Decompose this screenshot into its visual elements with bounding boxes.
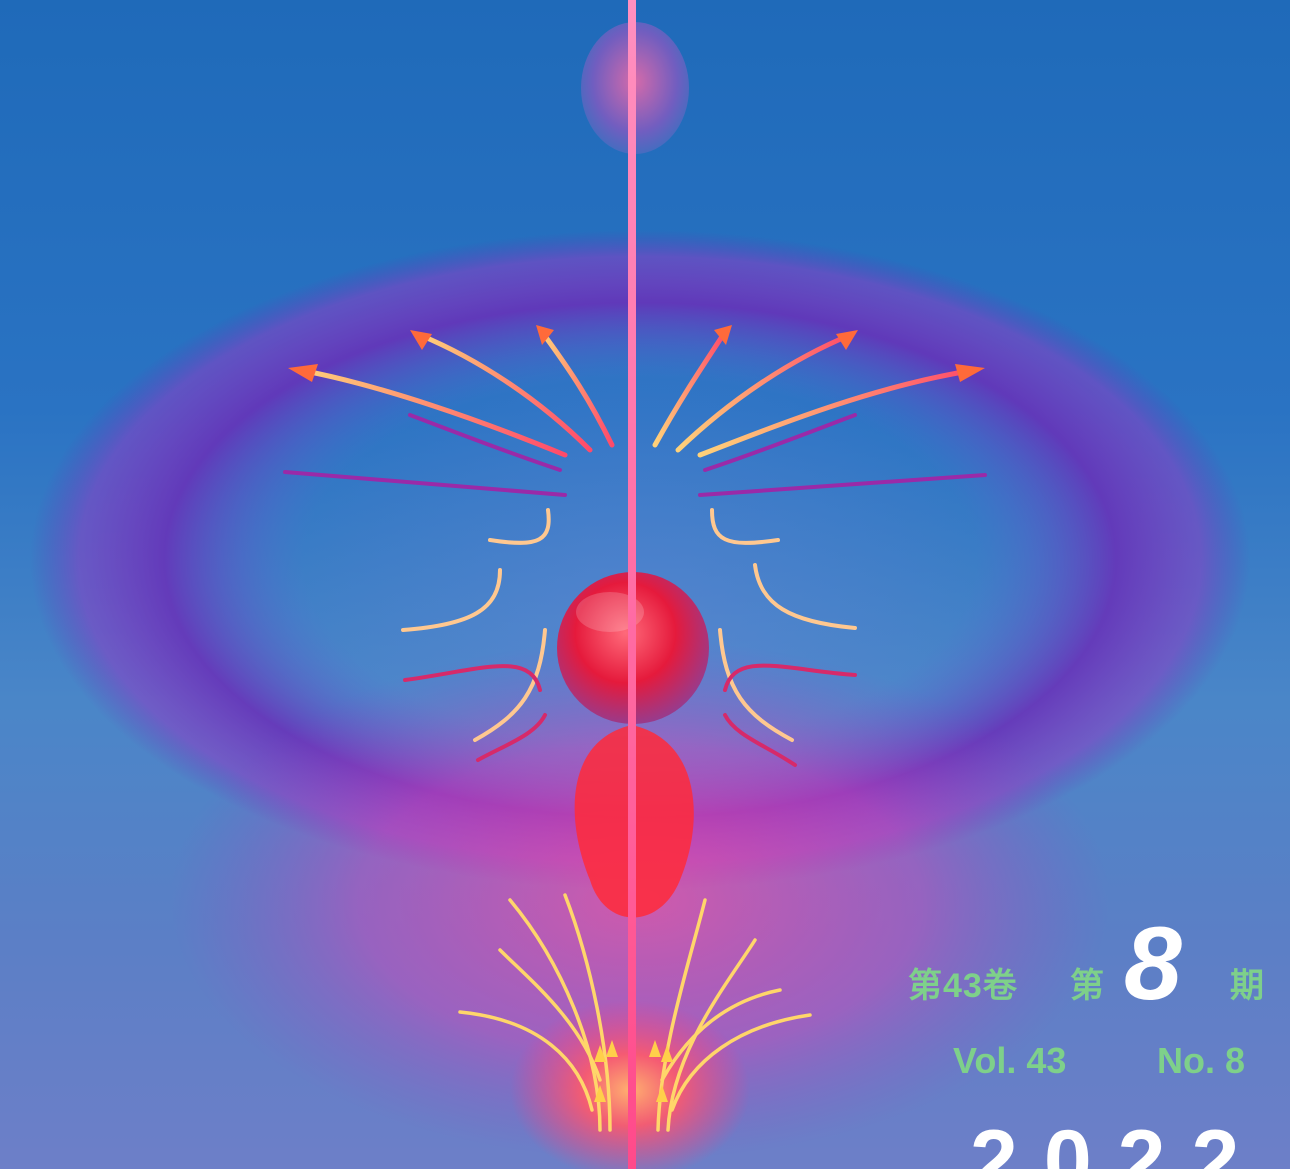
year-label: 2022: [970, 1113, 1266, 1169]
arrow-upper-left-2: [417, 332, 593, 453]
issue-number: 8: [1124, 906, 1182, 1022]
arrow-upper-left-3: [539, 329, 615, 448]
upper-arrowheads: [288, 325, 985, 382]
bottom-arrowheads: [594, 1040, 673, 1102]
purple-field-arrows: [283, 413, 987, 497]
arrow-purple-left: [283, 470, 567, 497]
arrowhead: [955, 364, 985, 382]
arrow-purple-right: [698, 473, 987, 497]
arrowhead: [714, 325, 732, 345]
issue-suffix-cn: 期: [1230, 967, 1264, 1005]
vertical-beam: [628, 0, 636, 1169]
arrow-upper-right-1: [652, 329, 728, 448]
arrowhead: [536, 325, 554, 345]
volume-label-cn: 第43卷: [908, 967, 1018, 1005]
upper-field-arrows: [297, 329, 978, 458]
arrow-upper-right-2: [675, 332, 853, 453]
volume-label-en: Vol. 43: [953, 1040, 1067, 1081]
arrowhead: [836, 330, 858, 350]
side-field-arrows: [401, 508, 857, 742]
number-label-en: No. 8: [1157, 1040, 1246, 1081]
arrowhead: [410, 330, 432, 350]
arrow-upper-right-3: [697, 367, 978, 458]
arrow-upper-left-1: [297, 367, 568, 458]
sphere-highlight: [576, 592, 644, 632]
side-red-arrows: [403, 663, 857, 767]
arrowhead: [288, 364, 318, 382]
issue-prefix-cn: 第: [1070, 967, 1104, 1005]
